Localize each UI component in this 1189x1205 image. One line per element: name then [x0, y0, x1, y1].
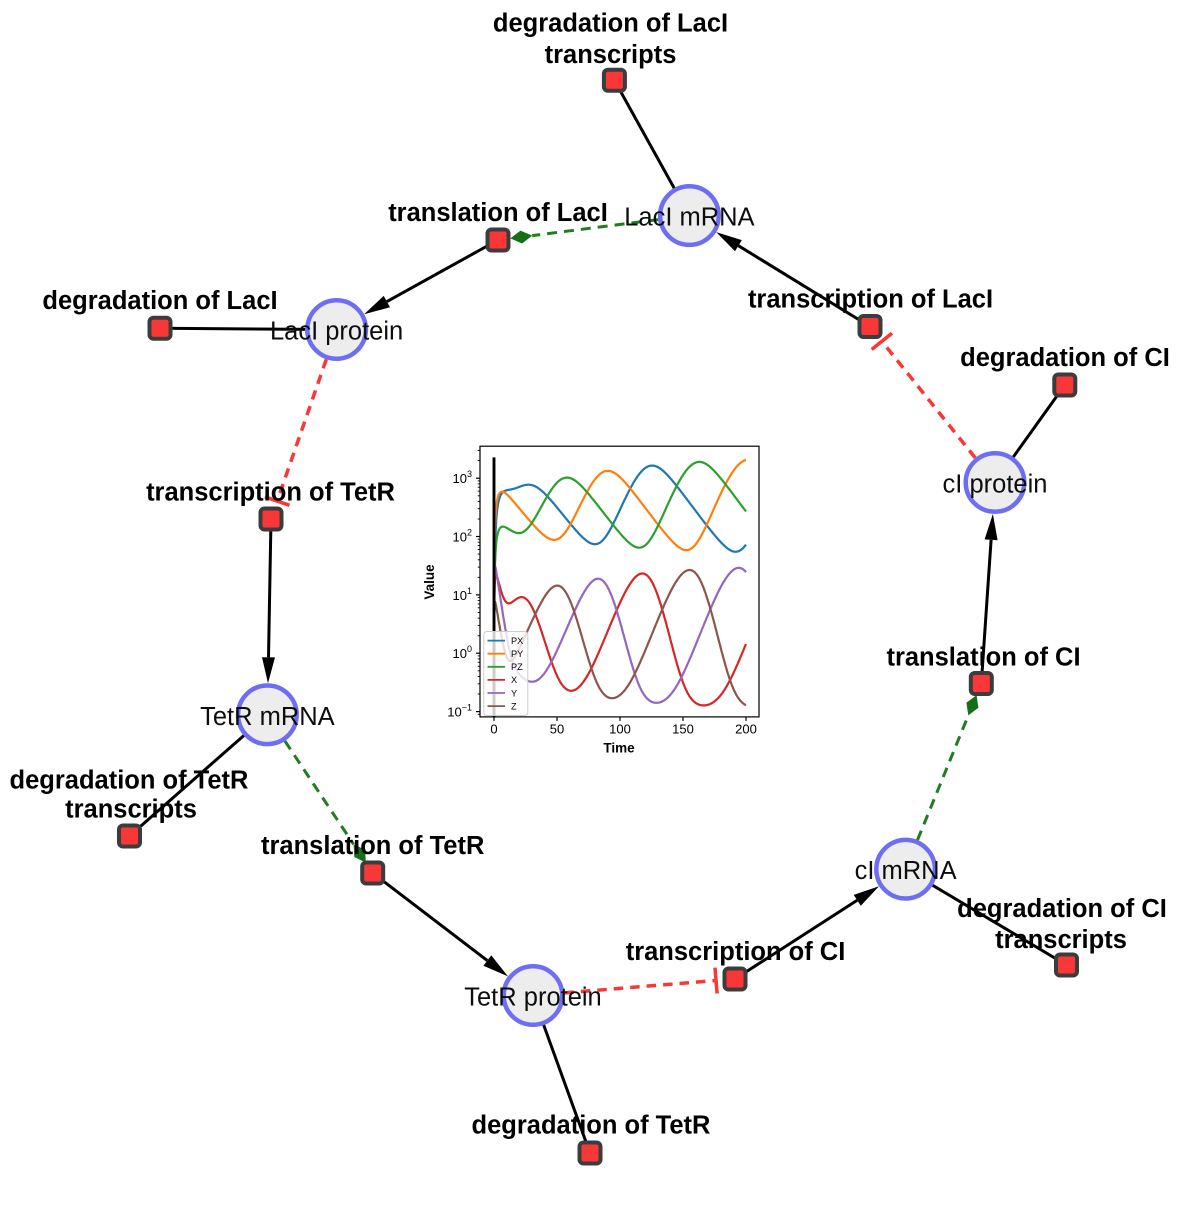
svg-text:PZ: PZ [511, 662, 523, 672]
svg-text:transcripts: transcripts [65, 796, 197, 824]
svg-text:200: 200 [735, 722, 757, 737]
svg-text:Z: Z [511, 701, 517, 711]
svg-text:TetR protein: TetR protein [464, 984, 602, 1012]
svg-text:Y: Y [511, 688, 517, 698]
svg-text:translation of LacI: translation of LacI [388, 199, 608, 227]
svg-text:degradation of TetR: degradation of TetR [472, 1112, 711, 1140]
svg-text:degradation of LacI: degradation of LacI [493, 10, 728, 38]
svg-text:degradation of CI: degradation of CI [957, 895, 1167, 923]
svg-text:PX: PX [511, 636, 523, 646]
svg-text:X: X [511, 675, 517, 685]
svg-text:translation of CI: translation of CI [886, 643, 1080, 671]
svg-text:cI mRNA: cI mRNA [855, 857, 957, 885]
svg-text:PY: PY [511, 649, 523, 659]
svg-text:transcription of LacI: transcription of LacI [748, 286, 993, 314]
svg-text:transcripts: transcripts [545, 41, 677, 69]
svg-text:translation of TetR: translation of TetR [261, 832, 484, 860]
svg-text:Time: Time [603, 741, 635, 756]
svg-text:LacI protein: LacI protein [270, 318, 403, 346]
svg-text:degradation of CI: degradation of CI [960, 344, 1170, 372]
svg-text:50: 50 [550, 722, 564, 737]
svg-text:0: 0 [490, 722, 497, 737]
svg-text:TetR mRNA: TetR mRNA [200, 703, 335, 731]
svg-text:Value: Value [422, 564, 437, 600]
svg-text:100: 100 [609, 722, 631, 737]
svg-text:degradation of TetR: degradation of TetR [10, 767, 249, 795]
svg-text:transcription of CI: transcription of CI [626, 938, 846, 966]
svg-text:cI protein: cI protein [943, 471, 1048, 499]
svg-text:transcription of TetR: transcription of TetR [146, 479, 395, 507]
svg-text:degradation of LacI: degradation of LacI [42, 287, 277, 315]
svg-text:LacI mRNA: LacI mRNA [624, 204, 754, 232]
svg-text:150: 150 [672, 722, 694, 737]
svg-text:transcripts: transcripts [995, 926, 1127, 954]
